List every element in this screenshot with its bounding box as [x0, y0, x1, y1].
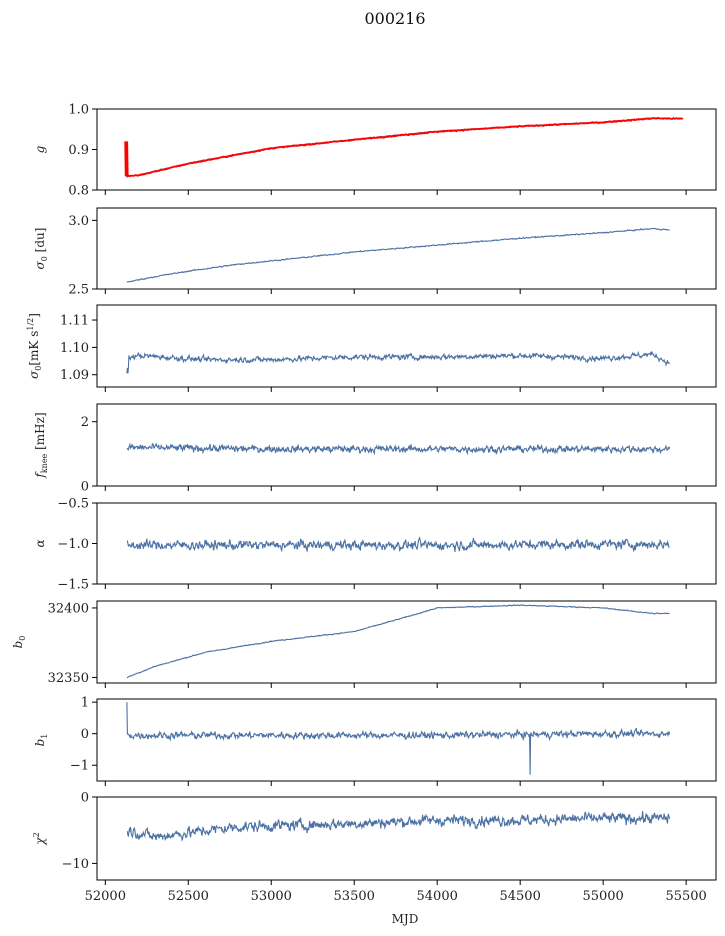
- panels: 0.8 0.9 1.0 g 2.5 3.0 σ0 [du] 1.09 1.10 1.11 σ0[mK…: [11, 103, 717, 885]
- y-tick-label: 2: [81, 415, 89, 430]
- y-tick-label: 1: [81, 696, 89, 711]
- y-tick-label: 1.0: [68, 103, 89, 118]
- series-line-1-1: [125, 117, 683, 177]
- y-tick-label: −1: [70, 759, 89, 774]
- panel-frame: [96, 207, 717, 290]
- y-axis-label: α: [33, 539, 47, 547]
- panel-7: −1 0 1 b1: [33, 696, 717, 786]
- x-tick-label: 55500: [665, 889, 706, 904]
- series-line-6-1: [126, 604, 670, 679]
- series-line-3-1: [126, 350, 670, 374]
- x-tick-label: 54000: [417, 889, 458, 904]
- series-line-2-1: [126, 227, 670, 283]
- x-tick-label: 52500: [168, 889, 209, 904]
- panel-frame: [96, 304, 717, 388]
- panel-frame: [96, 600, 717, 684]
- x-axis: 52000 52500 53000 53500 54000 54500 55000 55500: [85, 889, 707, 904]
- x-tick-label: 54500: [499, 889, 540, 904]
- y-axis-label: σ0[mK s1/2]: [26, 313, 43, 379]
- panel-frame: [96, 796, 717, 881]
- x-axis-label: MJD: [392, 912, 419, 926]
- y-tick-label: 0: [81, 791, 89, 806]
- y-tick-label: −0.5: [57, 497, 89, 512]
- panel-1: 0.8 0.9 1.0 g: [33, 103, 717, 199]
- y-axis-label: b0: [11, 636, 27, 649]
- x-tick-label: 52000: [85, 889, 126, 904]
- y-axis-label: χ2: [32, 832, 47, 845]
- series-line-5-1: [126, 536, 670, 553]
- panel-frame: [96, 403, 717, 487]
- panel-8: −10 0 χ2: [32, 791, 717, 885]
- x-tick-label: 53500: [334, 889, 375, 904]
- y-tick-label: −10: [62, 857, 89, 872]
- panel-frame: [96, 698, 717, 782]
- panel-3: 1.09 1.10 1.11 σ0[mK s1/2]: [26, 304, 717, 392]
- y-tick-label: 0.9: [68, 143, 89, 158]
- y-axis-label: σ0 [du]: [33, 228, 49, 270]
- series-line-8-1: [126, 811, 671, 842]
- series-line-7-1: [126, 702, 671, 775]
- panel-5: −1.5 −1.0 −0.5 α: [33, 497, 717, 593]
- panel-4: 0 2 fknee [mHz]: [33, 403, 717, 495]
- y-axis-label: b1: [33, 734, 49, 747]
- y-tick-label: 0: [81, 480, 89, 495]
- y-tick-label: 32350: [48, 671, 89, 686]
- y-tick-label: −1.5: [57, 578, 89, 593]
- x-tick-label: 55000: [582, 889, 623, 904]
- series-line-1-2: [124, 116, 684, 179]
- y-tick-label: 0.8: [68, 184, 89, 199]
- series-line-4-1: [126, 442, 671, 456]
- y-tick-label: 0: [81, 727, 89, 742]
- figure-title: 000216: [364, 9, 425, 28]
- y-tick-label: 1.10: [60, 341, 89, 356]
- y-axis-label: g: [33, 145, 47, 153]
- x-tick-label: 53000: [251, 889, 292, 904]
- y-tick-label: −1.0: [57, 537, 89, 552]
- panel-6: 32350 32400 b0: [11, 600, 717, 688]
- y-tick-label: 1.11: [60, 314, 89, 329]
- y-tick-label: 3.0: [68, 214, 89, 229]
- panel-2: 2.5 3.0 σ0 [du]: [33, 207, 717, 298]
- y-axis-label: fknee [mHz]: [33, 412, 49, 478]
- y-tick-label: 2.5: [68, 283, 89, 298]
- y-tick-label: 32400: [48, 601, 89, 616]
- y-tick-label: 1.09: [60, 368, 89, 383]
